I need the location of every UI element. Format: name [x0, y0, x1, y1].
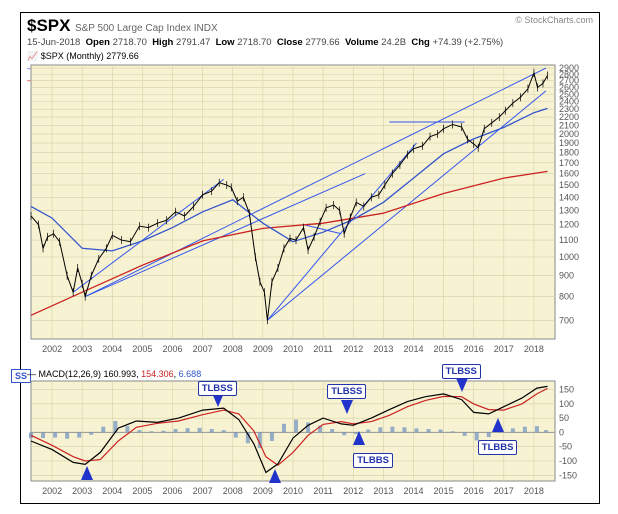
- price-chart: 700 800 900 1000 1100 1200 1300 1400 15001600170…: [27, 63, 593, 355]
- svg-text:2016: 2016: [464, 344, 484, 354]
- svg-text:2010: 2010: [283, 486, 303, 496]
- svg-text:800: 800: [559, 292, 574, 302]
- volume-value: 24.2B: [381, 37, 406, 48]
- svg-text:900: 900: [559, 271, 574, 281]
- svg-text:2006: 2006: [163, 486, 183, 496]
- svg-text:2017: 2017: [494, 344, 514, 354]
- arrow-up-icon: [269, 469, 281, 483]
- arrow-up-icon: [81, 466, 93, 480]
- svg-text:2012: 2012: [343, 486, 363, 496]
- arrow-up-icon: [353, 431, 365, 445]
- svg-text:1000: 1000: [559, 252, 579, 262]
- close-label: Close: [277, 37, 303, 48]
- open-value: 2718.70: [113, 37, 147, 48]
- arrow-up-icon: [492, 418, 504, 432]
- chart-container: © StockCharts.com $SPX S&P 500 Large Cap…: [0, 0, 618, 514]
- svg-text:100: 100: [559, 399, 574, 409]
- macd-chart: -150 -100 -50 0 50 100 150 2002 2003 2004 2005 2006…: [27, 379, 593, 497]
- svg-text:2009: 2009: [253, 344, 273, 354]
- arrow-down-icon: [212, 393, 224, 407]
- svg-text:2015: 2015: [434, 486, 454, 496]
- arrow-down-icon: [341, 400, 353, 414]
- high-value: 2791.47: [176, 37, 210, 48]
- annotation-label: TLBSS: [442, 364, 481, 379]
- ticker-symbol: $SPX: [27, 16, 70, 35]
- high-label: High: [152, 37, 173, 48]
- svg-text:2018: 2018: [524, 344, 544, 354]
- svg-text:-150: -150: [559, 470, 577, 480]
- svg-text:1200: 1200: [559, 220, 579, 230]
- chart-frame: © StockCharts.com $SPX S&P 500 Large Cap…: [20, 12, 600, 504]
- volume-label: Volume: [345, 37, 379, 48]
- svg-text:2004: 2004: [102, 344, 122, 354]
- svg-text:1100: 1100: [559, 235, 578, 245]
- svg-text:2002: 2002: [42, 486, 62, 496]
- svg-text:2006: 2006: [163, 344, 183, 354]
- svg-text:2000: 2000: [559, 129, 579, 139]
- chart-header: $SPX S&P 500 Large Cap Index INDX: [21, 13, 599, 36]
- svg-text:2004: 2004: [102, 486, 122, 496]
- svg-text:2900: 2900: [559, 63, 579, 73]
- svg-text:2005: 2005: [132, 344, 152, 354]
- low-label: Low: [216, 37, 235, 48]
- svg-text:2014: 2014: [403, 486, 423, 496]
- svg-text:1300: 1300: [559, 205, 579, 215]
- svg-text:1400: 1400: [559, 192, 579, 202]
- svg-text:2011: 2011: [313, 486, 332, 496]
- svg-text:-50: -50: [559, 442, 572, 452]
- svg-text:2013: 2013: [373, 344, 393, 354]
- svg-text:0: 0: [559, 427, 564, 437]
- svg-text:1500: 1500: [559, 180, 579, 190]
- svg-text:2002: 2002: [42, 344, 62, 354]
- svg-text:700: 700: [559, 315, 574, 325]
- svg-text:2003: 2003: [72, 344, 92, 354]
- svg-text:2011: 2011: [313, 344, 332, 354]
- attribution: © StockCharts.com: [515, 15, 593, 25]
- svg-text:-100: -100: [559, 456, 577, 466]
- open-label: Open: [86, 37, 110, 48]
- svg-text:2013: 2013: [373, 486, 393, 496]
- svg-text:2003: 2003: [72, 486, 92, 496]
- legend-main: 📈 $SPX (Monthly) 2779.66: [27, 50, 593, 62]
- svg-text:1700: 1700: [559, 158, 579, 168]
- chg-value: +74.39 (+2.75%): [432, 37, 503, 48]
- close-value: 2779.66: [305, 37, 339, 48]
- svg-text:2015: 2015: [434, 344, 454, 354]
- arrow-down-icon: [456, 378, 468, 392]
- svg-text:2012: 2012: [343, 344, 363, 354]
- svg-text:2009: 2009: [253, 486, 273, 496]
- svg-text:1800: 1800: [559, 148, 579, 158]
- svg-text:2008: 2008: [223, 344, 243, 354]
- svg-text:1600: 1600: [559, 169, 579, 179]
- svg-text:2007: 2007: [193, 344, 213, 354]
- macd-legend: — MACD(12,26,9) 160.993, 154.306, 6.688: [27, 369, 201, 379]
- svg-text:2005: 2005: [132, 486, 152, 496]
- svg-text:2018: 2018: [524, 486, 544, 496]
- svg-text:2008: 2008: [223, 486, 243, 496]
- svg-text:50: 50: [559, 413, 569, 423]
- low-value: 2718.70: [237, 37, 271, 48]
- ohlc-row: 15-Jun-2018 Open 2718.70 High 2791.47 Lo…: [21, 36, 599, 49]
- svg-text:2014: 2014: [403, 344, 423, 354]
- chg-label: Chg: [411, 37, 429, 48]
- svg-text:150: 150: [559, 385, 574, 395]
- svg-text:2017: 2017: [494, 486, 514, 496]
- date-label: 15-Jun-2018: [27, 37, 80, 48]
- svg-text:2007: 2007: [193, 486, 213, 496]
- ticker-description: S&P 500 Large Cap Index INDX: [75, 23, 218, 34]
- svg-text:1900: 1900: [559, 138, 579, 148]
- svg-text:2016: 2016: [464, 486, 484, 496]
- svg-text:2010: 2010: [283, 344, 303, 354]
